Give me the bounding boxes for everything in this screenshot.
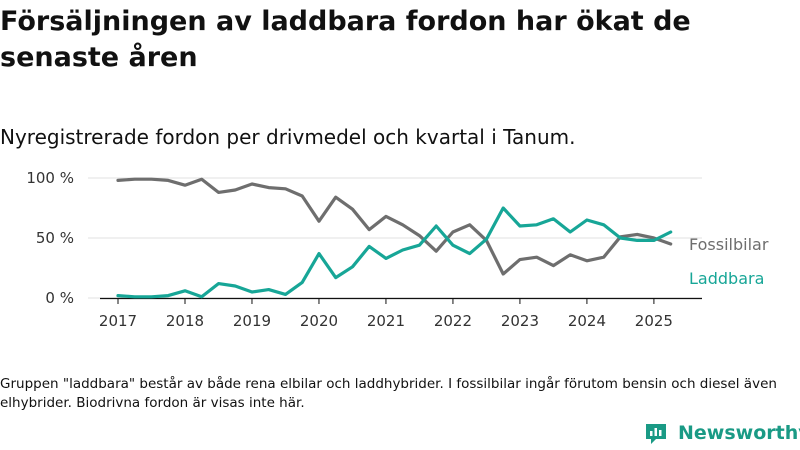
legend-label-fossilbilar: Fossilbilar [689, 235, 769, 254]
chart-title: Försäljningen av laddbara fordon har öka… [0, 6, 691, 73]
x-tick-label: 2021 [367, 312, 405, 330]
x-tick-label: 2022 [434, 312, 472, 330]
chart-subtitle: Nyregistrerade fordon per drivmedel och … [0, 125, 576, 149]
y-axis-ticks: 0 % 50 % 100 % [26, 169, 74, 307]
x-tick-label: 2019 [233, 312, 271, 330]
x-tick-label: 2018 [166, 312, 204, 330]
grid-lines [88, 177, 702, 299]
newsworthy-logo-icon [646, 424, 666, 444]
x-tick-label: 2020 [300, 312, 338, 330]
legend-label-laddbara: Laddbara [689, 269, 764, 288]
footnote: Gruppen "laddbara" består av både rena e… [0, 376, 777, 411]
series-lines [116, 177, 673, 299]
series-line-fossilbilar [116, 177, 673, 276]
y-tick-label: 0 % [45, 289, 74, 307]
y-tick-label: 100 % [26, 169, 74, 187]
legend: Fossilbilar Laddbara [689, 235, 769, 288]
x-axis: 2017 2018 2019 2020 2021 2022 2023 2024 2025 [99, 297, 702, 330]
x-tick-label: 2017 [99, 312, 137, 330]
brand-name: Newsworthy [678, 422, 800, 444]
x-tick-label: 2024 [568, 312, 606, 330]
y-tick-label: 50 % [36, 229, 74, 247]
series-line-laddbara [116, 206, 673, 299]
brand: Newsworthy [644, 420, 800, 446]
x-tick-label: 2025 [635, 312, 673, 330]
x-tick-label: 2023 [501, 312, 539, 330]
line-chart: 0 % 50 % 100 % 2017 2018 2019 2020 2021 2022 202… [26, 169, 769, 330]
